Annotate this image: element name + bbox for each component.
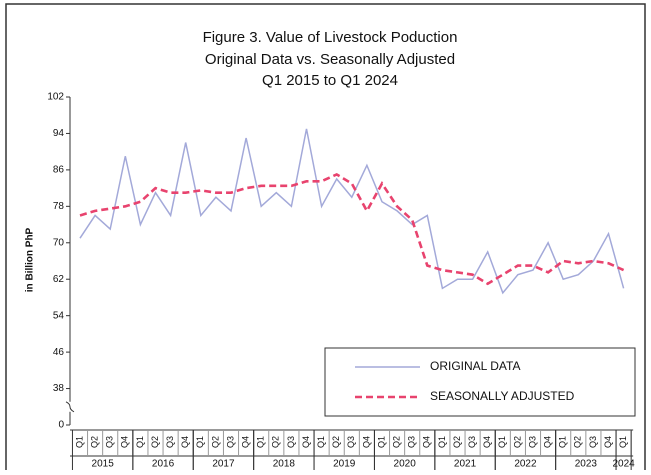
chart-title: Q1 2015 to Q1 2024 <box>262 72 398 89</box>
y-tick-label: 62 <box>53 274 65 285</box>
x-tick-label: Q3 <box>105 436 115 448</box>
y-tick-label: 46 <box>53 347 65 358</box>
y-tick-label: 86 <box>53 165 65 176</box>
x-tick-label: Q2 <box>89 436 99 448</box>
y-axis-label: in Billion PhP <box>25 227 36 292</box>
legend: ORIGINAL DATA SEASONALLY ADJUSTED <box>324 347 636 417</box>
year-label: 2020 <box>394 459 417 470</box>
x-tick-label: Q2 <box>512 436 522 448</box>
year-label: 2018 <box>273 459 296 470</box>
x-tick-label: Q3 <box>588 436 598 448</box>
x-tick-label: Q3 <box>407 436 417 448</box>
x-tick-label: Q1 <box>74 436 84 448</box>
y-tick-label: 70 <box>53 237 65 248</box>
x-tick-label: Q1 <box>376 436 386 448</box>
x-tick-label: Q3 <box>527 436 537 448</box>
year-label: 2016 <box>152 459 175 470</box>
x-tick-label: Q4 <box>603 436 613 448</box>
y-tick-label: 38 <box>53 383 65 394</box>
year-label: 2023 <box>575 459 598 470</box>
x-tick-label: Q2 <box>150 436 160 448</box>
x-tick-label: Q2 <box>271 436 281 448</box>
x-tick-label: Q4 <box>120 436 130 448</box>
line-series <box>79 128 625 295</box>
x-tick-label: Q2 <box>573 436 583 448</box>
x-tick-label: Q2 <box>391 436 401 448</box>
year-label: 2022 <box>514 459 537 470</box>
x-tick-label: Q4 <box>422 436 432 448</box>
x-tick-label: Q1 <box>316 436 326 448</box>
x-tick-label: Q4 <box>301 436 311 448</box>
y-tick-label: 0 <box>58 420 64 431</box>
x-tick-label: Q2 <box>452 436 462 448</box>
x-tick-label: Q1 <box>437 436 447 448</box>
legend-label: SEASONALLY ADJUSTED <box>430 389 575 403</box>
x-tick-label: Q3 <box>286 436 296 448</box>
line-series <box>79 172 625 286</box>
y-tick-label: 94 <box>53 128 65 139</box>
x-tick-label: Q1 <box>195 436 205 448</box>
x-tick-label: Q2 <box>210 436 220 448</box>
year-label: 2015 <box>92 459 115 470</box>
year-label: 2024 <box>612 459 635 470</box>
x-tick-label: Q3 <box>346 436 356 448</box>
year-label: 2019 <box>333 459 356 470</box>
x-tick-label: Q4 <box>482 436 492 448</box>
x-tick-label: Q1 <box>135 436 145 448</box>
chart-title: Original Data vs. Seasonally Adjusted <box>205 51 455 68</box>
chart-title: Figure 3. Value of Livestock Poduction <box>203 29 458 46</box>
y-tick-label: 78 <box>53 201 65 212</box>
x-tick-label: Q4 <box>542 436 552 448</box>
x-tick-label: Q2 <box>331 436 341 448</box>
y-tick-label: 102 <box>47 92 64 103</box>
year-label: 2021 <box>454 459 477 470</box>
x-tick-label: Q1 <box>256 436 266 448</box>
y-tick-label: 54 <box>53 310 65 321</box>
year-label: 2017 <box>212 459 235 470</box>
axis-break <box>65 401 75 413</box>
x-tick-label: Q4 <box>361 436 371 448</box>
x-tick-label: Q3 <box>225 436 235 448</box>
x-tick-label: Q4 <box>240 436 250 448</box>
x-tick-label: Q3 <box>467 436 477 448</box>
legend-label: ORIGINAL DATA <box>430 359 520 373</box>
x-tick-label: Q4 <box>180 436 190 448</box>
x-tick-label: Q1 <box>558 436 568 448</box>
x-tick-label: Q1 <box>497 436 507 448</box>
legend-box <box>324 347 636 417</box>
x-tick-label: Q3 <box>165 436 175 448</box>
x-tick-label: Q1 <box>618 436 628 448</box>
